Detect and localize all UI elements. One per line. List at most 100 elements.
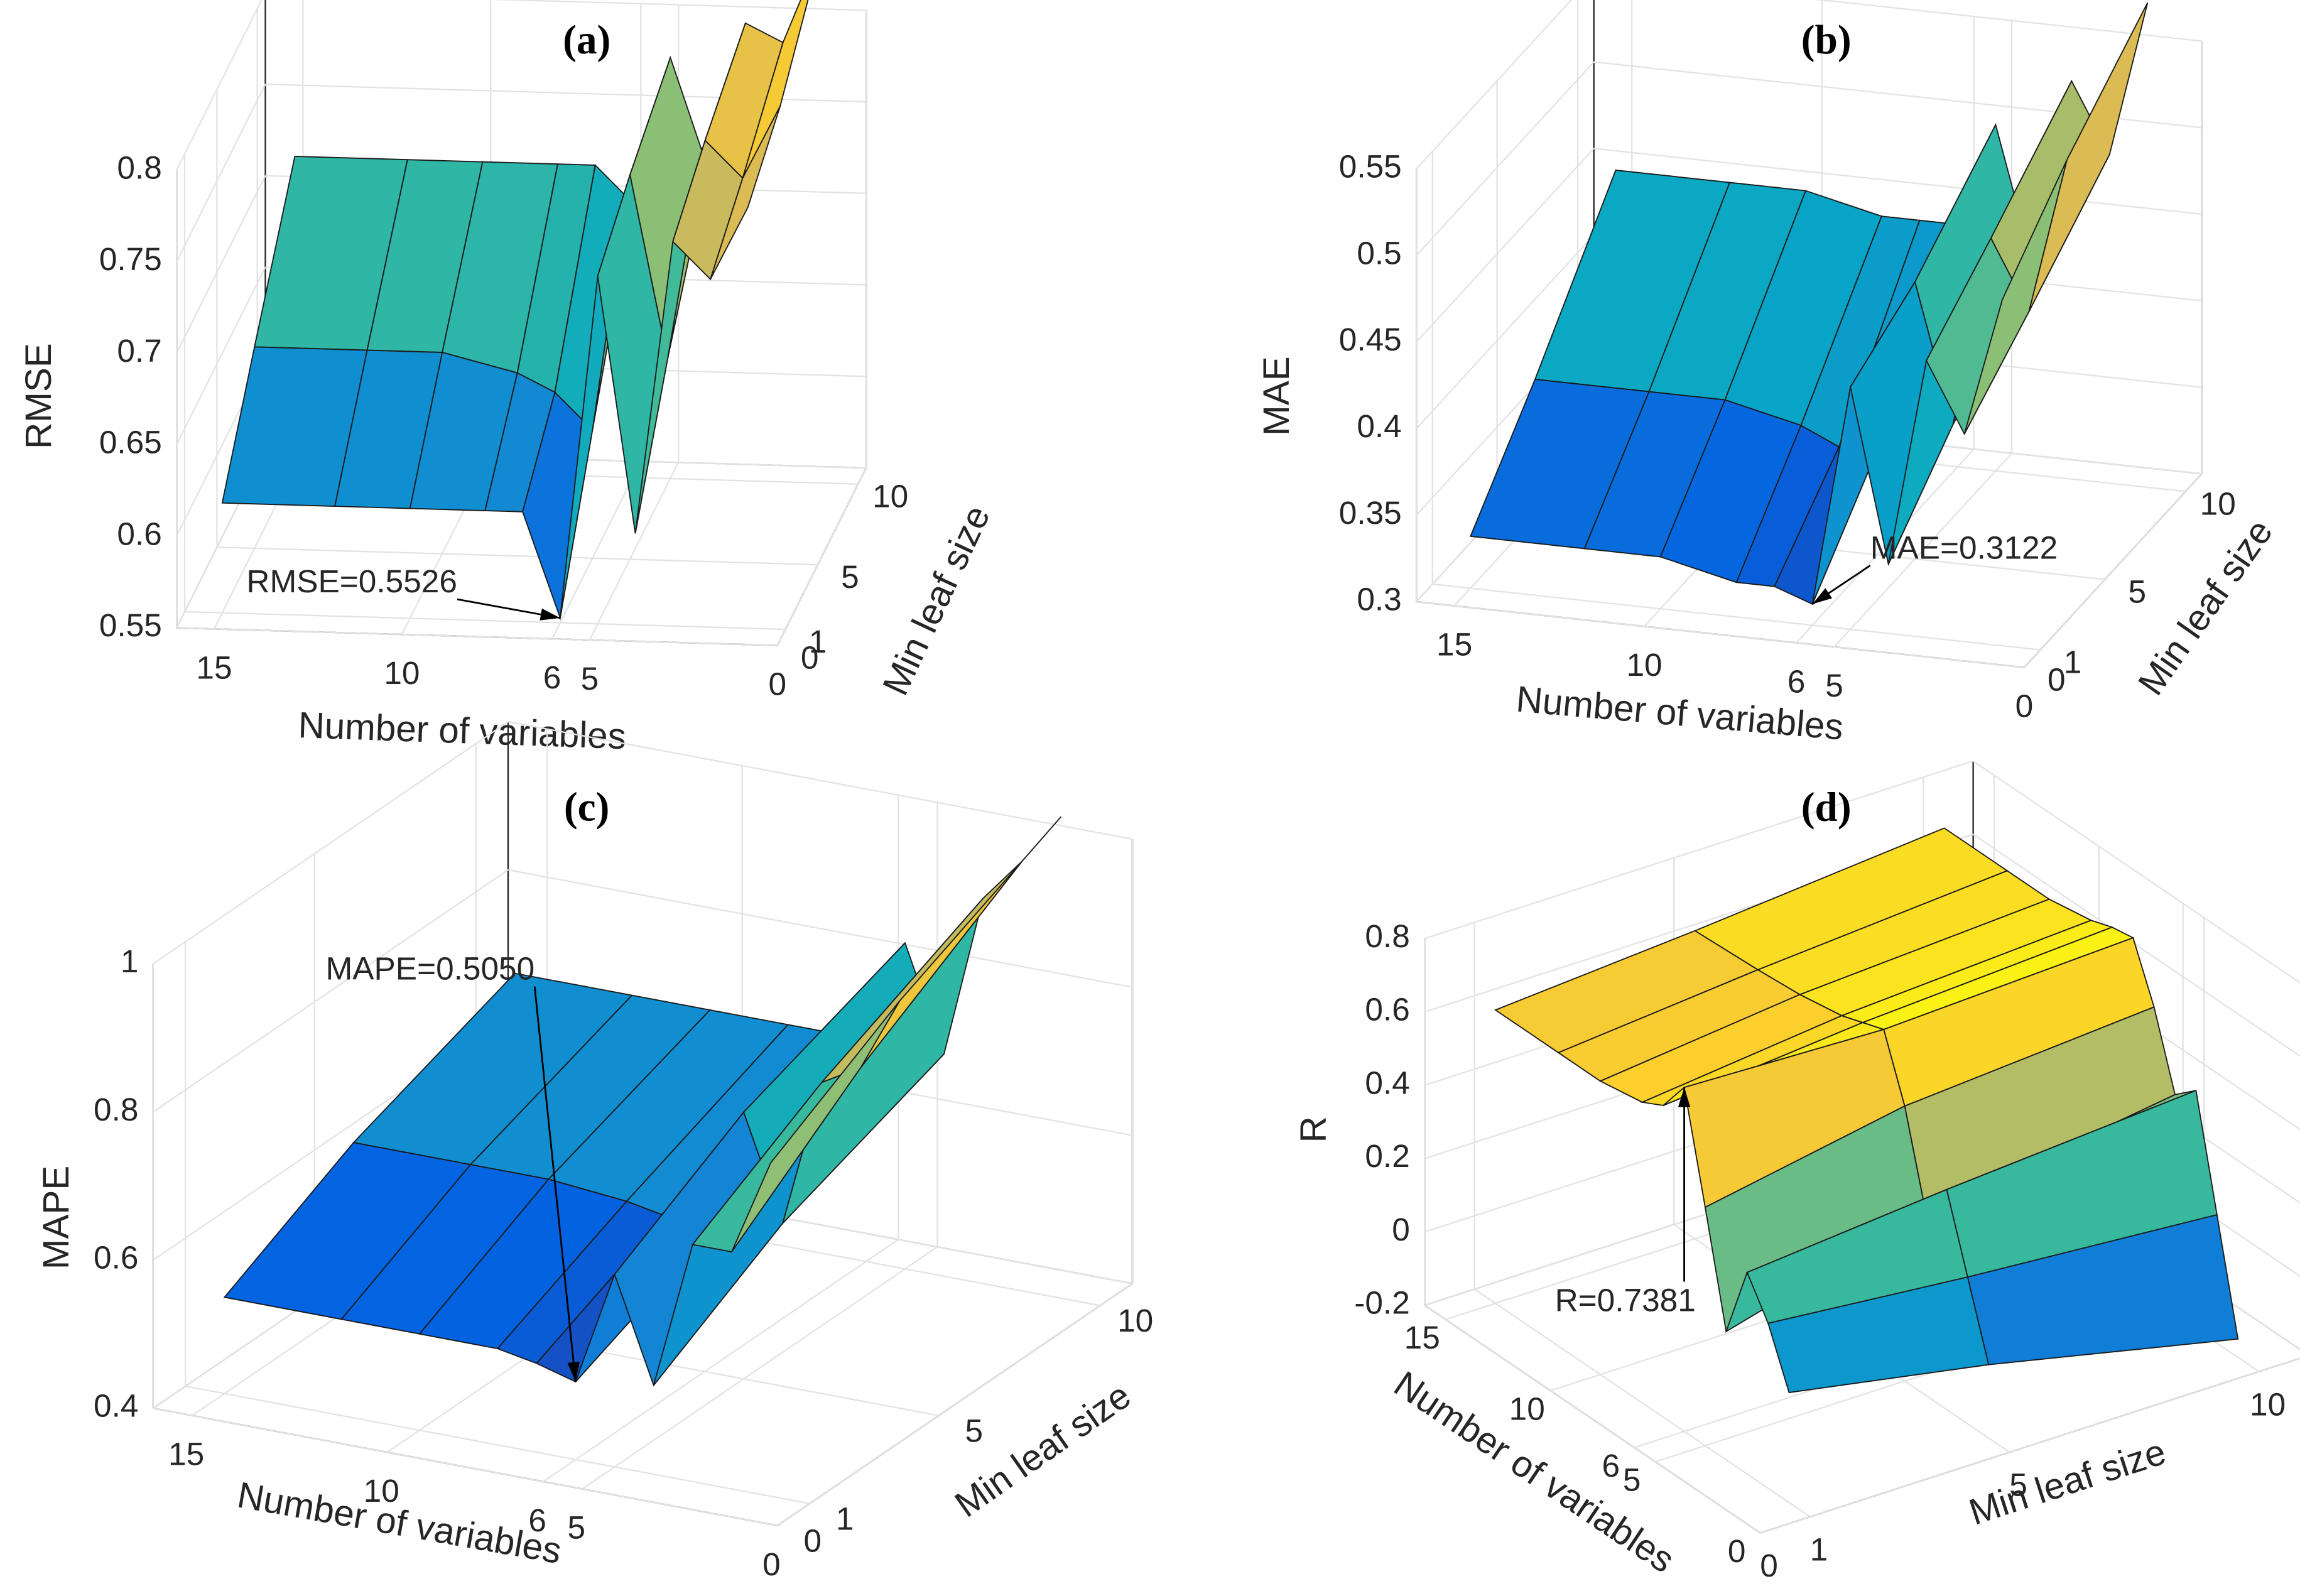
z-tick-label: 0.4 (94, 1387, 138, 1424)
grid-line (1432, 583, 2041, 651)
grid-line (776, 467, 867, 646)
y-axis-label: Min leaf size (2130, 512, 2281, 702)
grid-line (777, 1283, 1133, 1526)
z-tick-label: 0.55 (99, 607, 162, 643)
grid-line (1416, 234, 1595, 430)
y-tick-label: 5 (2128, 573, 2146, 609)
panel: 0.30.350.40.450.50.55056101501510(b)Numb… (1256, 0, 2281, 748)
x-tick-label: 10 (364, 1472, 399, 1509)
x-tick-label: 15 (1404, 1319, 1440, 1355)
grid-line (582, 1246, 938, 1490)
x-tick-label: 0 (762, 1546, 781, 1582)
z-tick-label: 0.55 (1339, 148, 1402, 185)
y-tick-label: 0 (804, 1522, 822, 1558)
x-tick-label: 10 (1509, 1390, 1545, 1426)
grid-line (1473, 1288, 1811, 1517)
grid-line (507, 720, 1133, 840)
grid-line (490, 0, 867, 11)
x-tick-label: 0 (2015, 688, 2034, 724)
z-tick-label: 0.35 (1339, 494, 1402, 531)
x-tick-label: 0 (1728, 1533, 1746, 1569)
y-tick-label: 1 (2064, 644, 2082, 680)
z-tick-label: 0.6 (117, 515, 161, 551)
x-tick-label: 15 (1436, 626, 1472, 663)
x-axis-label: Number of variables (234, 1475, 565, 1572)
grid-line (153, 1407, 778, 1527)
grid-line (1973, 760, 2300, 984)
y-tick-label: 0 (801, 639, 819, 676)
grid-line (176, 267, 266, 445)
grid-line (589, 462, 680, 641)
y-tick-label: 0 (1760, 1547, 1778, 1583)
grid-line (176, 84, 266, 263)
z-tick-label: 0.75 (99, 241, 162, 277)
annotation: R=0.7381 (1555, 1281, 1696, 1318)
z-tick-label: 0.45 (1339, 321, 1402, 357)
grid-line (1424, 760, 1974, 940)
y-tick-label: 10 (2250, 1386, 2286, 1422)
surface-face (731, 1000, 901, 1252)
y-tick-label: 1 (809, 623, 827, 660)
z-tick-label: 0.4 (1365, 1064, 1409, 1100)
x-tick-label: 15 (196, 649, 232, 685)
grid-line (1424, 1305, 1761, 1534)
x-tick-label: 6 (543, 659, 561, 695)
x-tick-label: 5 (1825, 667, 1843, 703)
z-axis-label: MAE (1256, 356, 1297, 435)
grid-line (176, 175, 266, 354)
x-tick-label: 10 (384, 654, 420, 691)
z-axis-label: MAPE (36, 1166, 77, 1269)
z-tick-label: 0.65 (99, 424, 162, 460)
panel-title: (b) (1801, 18, 1852, 63)
y-tick-label: 5 (841, 558, 859, 595)
grid-line (153, 869, 509, 1113)
surface-face (1963, 160, 2068, 435)
x-tick-label: 10 (1626, 646, 1662, 683)
y-tick-label: 1 (836, 1500, 854, 1536)
x-tick-label: 0 (769, 666, 787, 702)
y-tick-label: 10 (2200, 485, 2236, 521)
grid-line (1815, 0, 2202, 42)
grid-line (176, 0, 263, 171)
surface-face (1767, 1276, 1990, 1394)
annotation: MAPE=0.5050 (325, 950, 534, 987)
arrow-head (567, 1361, 580, 1382)
z-axis-label: RMSE (18, 343, 59, 449)
grid-line (1416, 61, 1595, 256)
grid-line (551, 460, 642, 639)
grid-line (1593, 148, 2202, 215)
x-axis-label: Number of variables (298, 705, 627, 757)
x-tick-label: 5 (568, 1509, 586, 1545)
grid-line (217, 546, 818, 566)
x-tick-label: 15 (168, 1436, 204, 1472)
y-tick-label: 0 (2048, 661, 2066, 698)
x-tick-label: 6 (1787, 663, 1806, 699)
annotation-arrow (533, 986, 577, 1382)
z-tick-label: 0 (1392, 1211, 1410, 1247)
z-tick-label: -0.2 (1354, 1284, 1410, 1321)
y-axis-label: Min leaf size (948, 1375, 1138, 1525)
surface-face (710, 106, 781, 280)
arrow-head (1678, 1087, 1691, 1107)
z-tick-label: 0.2 (1365, 1137, 1409, 1174)
z-tick-label: 0.3 (1357, 581, 1401, 617)
y-tick-label: 1 (1810, 1531, 1828, 1568)
y-tick-label: 10 (1117, 1302, 1153, 1338)
annotation: MAE=0.3122 (1870, 529, 2058, 565)
grid-line (1416, 148, 1595, 343)
grid-line (1416, 0, 1573, 170)
z-tick-label: 0.6 (1365, 991, 1409, 1028)
z-tick-label: 0.8 (94, 1091, 138, 1127)
x-tick-label: 6 (1602, 1447, 1620, 1484)
panel-title: (c) (564, 785, 610, 830)
z-tick-label: 0.8 (1365, 918, 1409, 954)
panel-title: (d) (1801, 785, 1852, 830)
z-axis-label: R (1293, 1116, 1333, 1143)
x-tick-label: 5 (1623, 1462, 1641, 1498)
y-axis-label: Min leaf size (875, 499, 998, 702)
grid-line (2024, 473, 2203, 668)
grid-line (1833, 452, 2012, 648)
